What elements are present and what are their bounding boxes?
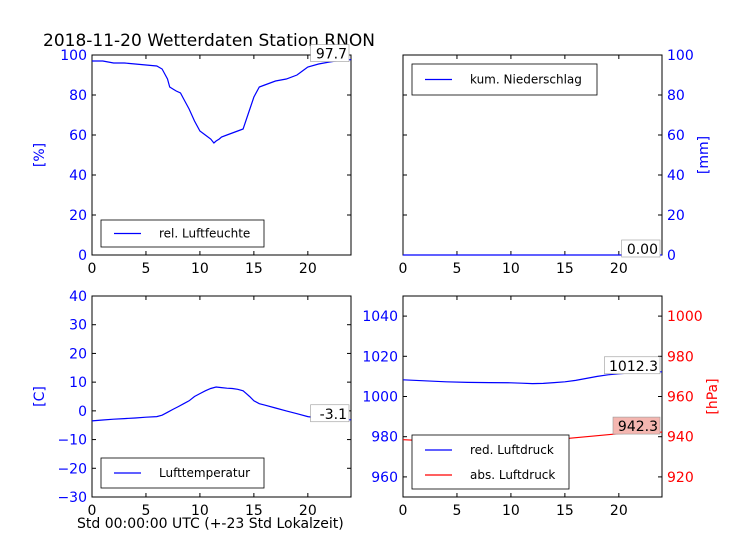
value-annotation: 0.00 <box>627 242 658 258</box>
panel-top-left: 0 5 10 15 20 0 20 40 60 80 100 [%] 97.7 rel. Luftfeuc… <box>32 44 352 277</box>
series-line <box>91 386 352 422</box>
annotation-box <box>310 44 350 62</box>
y-tick-label: 10 <box>69 375 87 391</box>
y-tick-label: 80 <box>667 88 685 104</box>
legend-label: red. Luftdruck <box>470 443 554 457</box>
y-tick-label: 60 <box>667 128 685 144</box>
secondary-y-tick-label: 960 <box>667 390 694 406</box>
series-line <box>92 59 352 144</box>
y-tick-label: 20 <box>69 346 87 362</box>
legend-label: kum. Niederschlag <box>470 73 582 87</box>
x-tick-label: 20 <box>610 503 628 519</box>
x-tick-label: 5 <box>141 261 150 277</box>
y-tick-label: 100 <box>667 48 694 64</box>
y-tick-label: 40 <box>69 289 87 305</box>
x-tick-label: 0 <box>399 503 408 519</box>
y-axis-label: [%] <box>32 143 48 167</box>
x-tick-label: 0 <box>399 261 408 277</box>
annotation-box <box>621 239 661 258</box>
secondary-y-tick-label: 940 <box>667 430 694 446</box>
y-tick-label: 1020 <box>362 349 398 365</box>
x-tick-label: 15 <box>245 261 263 277</box>
page-title: 2018-11-20 Wetterdaten Station RNON <box>43 31 375 51</box>
value-annotation: -3.1 <box>320 407 347 423</box>
x-axis-label: Std 00:00:00 UTC (+-23 Std Lokalzeit) <box>77 516 344 532</box>
y-tick-label: −10 <box>57 433 87 449</box>
y-tick-label: 30 <box>69 318 87 334</box>
y-tick-label: 20 <box>69 208 87 224</box>
y-tick-label: 20 <box>667 208 685 224</box>
annotation-box <box>310 404 350 423</box>
panel-bottom-left: 0 5 10 15 20 −30 −20 −10 0 10 20 30 40 [C] -3.1 Lufttem… <box>32 289 352 519</box>
y-tick-label: 0 <box>78 404 87 420</box>
panel-top-right: 0 5 10 15 20 0 20 40 60 80 100 [mm] 0.00 kum. Nieders… <box>399 48 712 277</box>
legend-box <box>411 434 570 490</box>
secondary-y-tick-label: 980 <box>667 349 694 365</box>
secondary-y-axis-label: [hPa] <box>705 378 721 414</box>
x-tick-label: 10 <box>191 261 209 277</box>
y-tick-label: 980 <box>371 430 398 446</box>
x-tick-label: 5 <box>452 503 461 519</box>
y-tick-label: −20 <box>57 461 87 477</box>
y-tick-label: 60 <box>69 128 87 144</box>
y-axis-label: [C] <box>32 386 48 407</box>
x-tick-label: 15 <box>556 261 574 277</box>
x-tick-label: 15 <box>245 503 263 519</box>
secondary-y-tick-label: 920 <box>667 470 694 486</box>
panel-bottom-right: 0 5 10 15 20 960 980 1000 1020 1040 920 940 960 980 10… <box>362 295 721 519</box>
y-tick-label: 80 <box>69 88 87 104</box>
value-annotation: 1012.3 <box>609 359 658 375</box>
y-tick-label: −30 <box>57 490 87 506</box>
y-tick-label: 960 <box>371 470 398 486</box>
secondary-y-tick-label: 1000 <box>667 309 703 325</box>
secondary-value-annotation: 942.3 <box>618 419 658 435</box>
annotation-box <box>604 356 661 375</box>
y-tick-label: 100 <box>60 48 87 64</box>
plot-frame <box>91 295 352 498</box>
y-tick-label: 40 <box>667 168 685 184</box>
x-tick-label: 0 <box>88 503 97 519</box>
y-tick-label: 0 <box>667 248 676 264</box>
annotation-box <box>612 416 661 435</box>
x-tick-label: 15 <box>556 503 574 519</box>
legend-label: abs. Luftdruck <box>470 468 555 482</box>
x-tick-label: 20 <box>299 261 317 277</box>
x-tick-label: 10 <box>191 503 209 519</box>
x-tick-label: 20 <box>299 503 317 519</box>
x-tick-label: 5 <box>141 503 150 519</box>
x-tick-label: 10 <box>502 261 520 277</box>
y-tick-label: 40 <box>69 168 87 184</box>
y-tick-label: 0 <box>78 248 87 264</box>
legend-label: rel. Luftfeuchte <box>159 227 250 241</box>
x-tick-label: 0 <box>88 261 97 277</box>
value-annotation: 97.7 <box>316 47 347 63</box>
y-axis-label: [mm] <box>696 136 712 174</box>
y-tick-label: 1000 <box>362 390 398 406</box>
x-tick-label: 5 <box>452 261 461 277</box>
legend-label: Lufttemperatur <box>159 466 250 480</box>
x-tick-label: 20 <box>610 261 628 277</box>
plot-frame <box>91 54 352 256</box>
y-tick-label: 1040 <box>362 309 398 325</box>
x-tick-label: 10 <box>502 503 520 519</box>
